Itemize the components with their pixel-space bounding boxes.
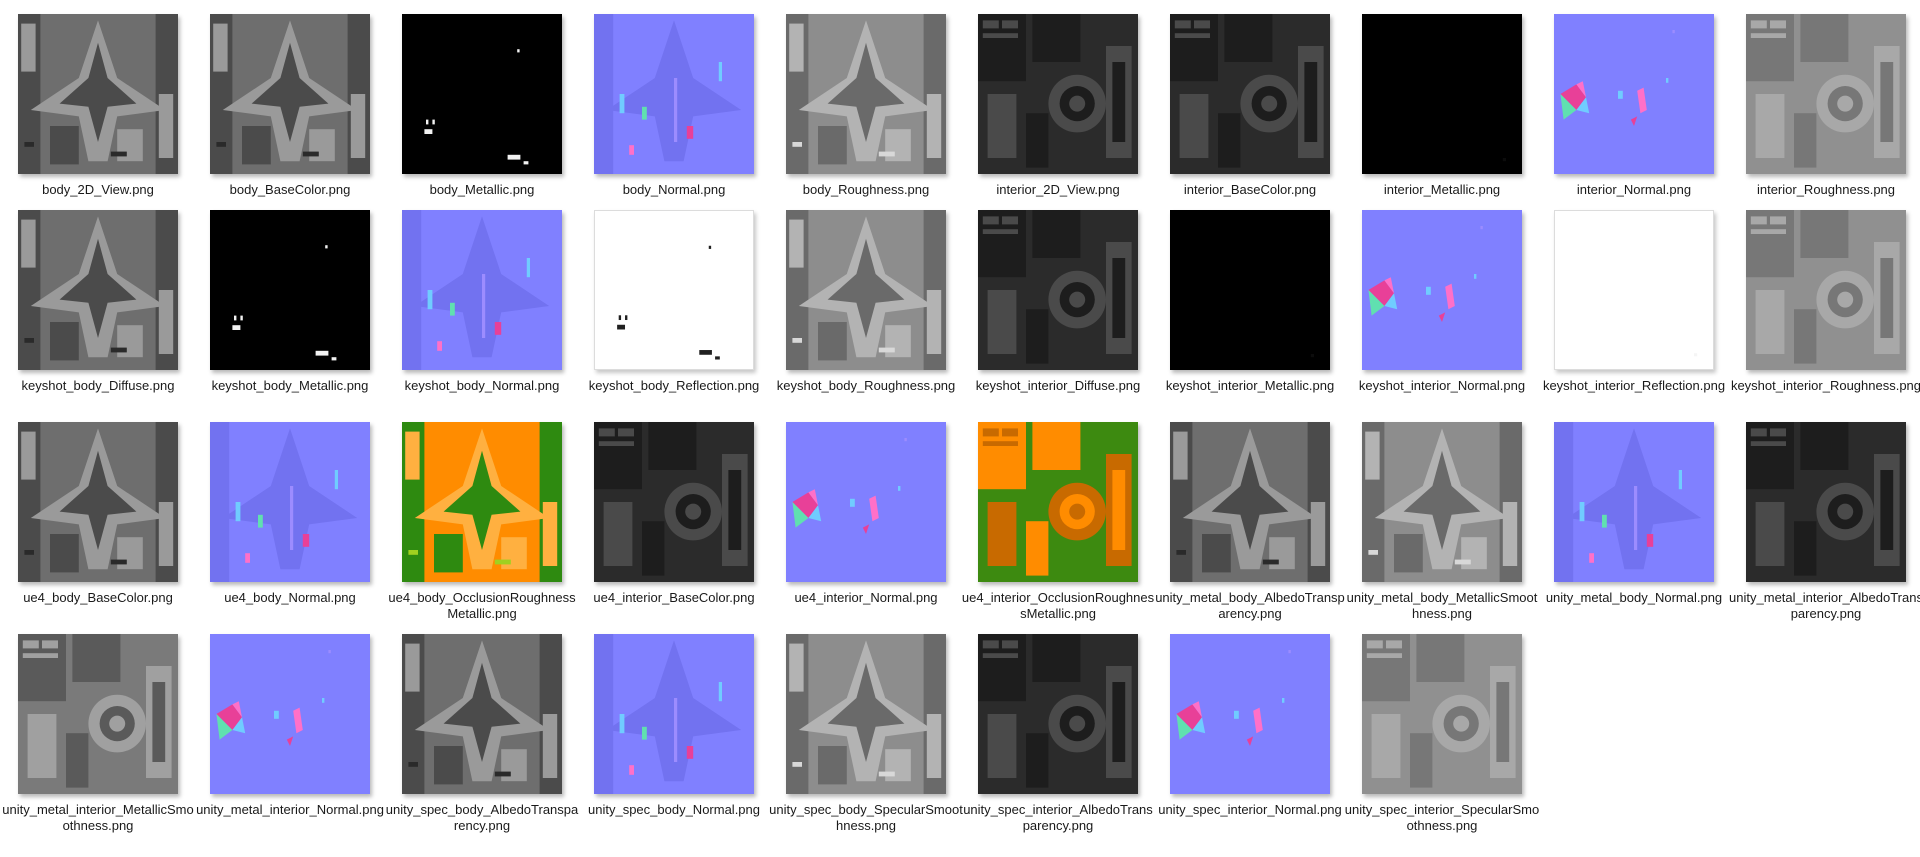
file-name-label[interactable]: unity_spec_interior_AlbedoTransparency.p… bbox=[963, 802, 1153, 833]
orm-texture-thumbnail-icon[interactable] bbox=[978, 422, 1138, 582]
body-texture-thumbnail-icon[interactable] bbox=[1170, 422, 1330, 582]
file-name-label[interactable]: keyshot_interior_Normal.png bbox=[1358, 378, 1526, 393]
file-name-label[interactable]: unity_spec_body_Normal.png bbox=[588, 802, 760, 817]
normal-map-thumbnail-icon[interactable] bbox=[1554, 14, 1714, 174]
body-texture-thumbnail-icon[interactable] bbox=[210, 14, 370, 174]
file-name-label[interactable]: unity_spec_interior_Normal.png bbox=[1158, 802, 1342, 817]
normal-map-thumbnail-icon[interactable] bbox=[1362, 210, 1522, 370]
file-name-label[interactable]: unity_metal_body_MetallicSmoothness.png bbox=[1346, 590, 1538, 621]
file-name-label[interactable]: keyshot_interior_Metallic.png bbox=[1165, 378, 1335, 393]
file-name-label[interactable]: body_Roughness.png bbox=[802, 182, 930, 197]
file-name-label[interactable]: keyshot_interior_Reflection.png bbox=[1542, 378, 1726, 393]
interior-texture-thumbnail-icon[interactable] bbox=[1170, 14, 1330, 174]
file-name-label[interactable]: body_Normal.png bbox=[622, 182, 726, 197]
file-name-label[interactable]: body_Metallic.png bbox=[429, 182, 535, 197]
normal-map-thumbnail-icon[interactable] bbox=[1170, 634, 1330, 794]
normal-map-thumbnail-icon[interactable] bbox=[786, 422, 946, 582]
roughness-texture-thumbnail-icon[interactable] bbox=[786, 210, 946, 370]
specular-texture-thumbnail-icon[interactable] bbox=[786, 634, 946, 794]
normal-map-thumbnail-icon[interactable] bbox=[402, 210, 562, 370]
smoothness-texture-thumbnail-icon[interactable] bbox=[18, 634, 178, 794]
file-name-label[interactable]: unity_spec_interior_SpecularSmoothness.p… bbox=[1344, 802, 1540, 833]
roughness-texture-thumbnail-icon[interactable] bbox=[1746, 14, 1906, 174]
file-name-label[interactable]: unity_metal_interior_AlbedoTransparency.… bbox=[1729, 590, 1920, 621]
file-name-label[interactable]: unity_metal_interior_MetallicSmoothness.… bbox=[2, 802, 194, 833]
file-name-label[interactable]: interior_Metallic.png bbox=[1383, 182, 1501, 197]
body-texture-thumbnail-icon[interactable] bbox=[18, 14, 178, 174]
roughness-texture-thumbnail-icon[interactable] bbox=[786, 14, 946, 174]
file-name-label[interactable]: ue4_interior_Normal.png bbox=[794, 590, 938, 605]
normal-map-thumbnail-icon[interactable] bbox=[594, 14, 754, 174]
file-name-label[interactable]: unity_metal_body_AlbedoTransparency.png bbox=[1155, 590, 1345, 621]
normal-map-thumbnail-icon[interactable] bbox=[210, 422, 370, 582]
normal-map-thumbnail-icon[interactable] bbox=[594, 634, 754, 794]
metallic-texture-thumbnail-icon[interactable] bbox=[1170, 210, 1330, 370]
file-name-label[interactable]: interior_BaseColor.png bbox=[1183, 182, 1317, 197]
interior-texture-thumbnail-icon[interactable] bbox=[978, 210, 1138, 370]
file-name-label[interactable]: unity_metal_interior_Normal.png bbox=[196, 802, 384, 817]
file-name-label[interactable]: unity_spec_body_AlbedoTransparency.png bbox=[385, 802, 579, 833]
reflection-texture-thumbnail-icon[interactable] bbox=[1554, 210, 1714, 370]
file-name-label[interactable]: keyshot_body_Diffuse.png bbox=[21, 378, 175, 393]
file-name-label[interactable]: unity_metal_body_Normal.png bbox=[1545, 590, 1723, 605]
body-texture-thumbnail-icon[interactable] bbox=[402, 634, 562, 794]
file-name-label[interactable]: ue4_body_OcclusionRoughnessMetallic.png bbox=[388, 590, 576, 621]
file-name-label[interactable]: keyshot_interior_Diffuse.png bbox=[975, 378, 1141, 393]
interior-texture-thumbnail-icon[interactable] bbox=[978, 634, 1138, 794]
smoothness-texture-thumbnail-icon[interactable] bbox=[1362, 422, 1522, 582]
orm-texture-thumbnail-icon[interactable] bbox=[402, 422, 562, 582]
file-name-label[interactable]: interior_Normal.png bbox=[1576, 182, 1692, 197]
file-name-label[interactable]: ue4_interior_BaseColor.png bbox=[593, 590, 755, 605]
file-name-label[interactable]: ue4_body_BaseColor.png bbox=[23, 590, 173, 605]
normal-map-thumbnail-icon[interactable] bbox=[210, 634, 370, 794]
file-name-label[interactable]: interior_2D_View.png bbox=[996, 182, 1120, 197]
metallic-texture-thumbnail-icon[interactable] bbox=[402, 14, 562, 174]
file-name-label[interactable]: body_2D_View.png bbox=[42, 182, 154, 197]
metallic-texture-thumbnail-icon[interactable] bbox=[210, 210, 370, 370]
file-name-label[interactable]: unity_spec_body_SpecularSmoothness.png bbox=[769, 802, 963, 833]
interior-texture-thumbnail-icon[interactable] bbox=[1746, 422, 1906, 582]
body-texture-thumbnail-icon[interactable] bbox=[18, 422, 178, 582]
file-name-label[interactable]: ue4_body_Normal.png bbox=[224, 590, 356, 605]
interior-texture-thumbnail-icon[interactable] bbox=[978, 14, 1138, 174]
file-name-label[interactable]: keyshot_body_Normal.png bbox=[404, 378, 560, 393]
file-name-label[interactable]: keyshot_interior_Roughness.png bbox=[1730, 378, 1920, 393]
file-name-label[interactable]: body_BaseColor.png bbox=[229, 182, 351, 197]
reflection-texture-thumbnail-icon[interactable] bbox=[594, 210, 754, 370]
file-name-label[interactable]: ue4_interior_OcclusionRoughnessMetallic.… bbox=[961, 590, 1155, 621]
file-name-label[interactable]: keyshot_body_Metallic.png bbox=[211, 378, 369, 393]
normal-map-thumbnail-icon[interactable] bbox=[1554, 422, 1714, 582]
specular-texture-thumbnail-icon[interactable] bbox=[1362, 634, 1522, 794]
metallic-texture-thumbnail-icon[interactable] bbox=[1362, 14, 1522, 174]
interior-texture-thumbnail-icon[interactable] bbox=[594, 422, 754, 582]
body-texture-thumbnail-icon[interactable] bbox=[18, 210, 178, 370]
file-name-label[interactable]: interior_Roughness.png bbox=[1756, 182, 1896, 197]
file-name-label[interactable]: keyshot_body_Roughness.png bbox=[776, 378, 956, 393]
roughness-texture-thumbnail-icon[interactable] bbox=[1746, 210, 1906, 370]
file-name-label[interactable]: keyshot_body_Reflection.png bbox=[588, 378, 760, 393]
